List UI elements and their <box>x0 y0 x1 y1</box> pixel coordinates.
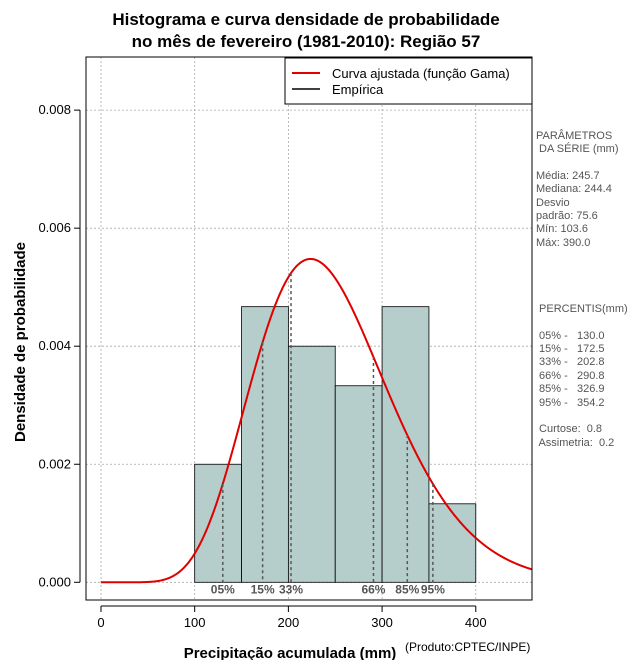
x-tick-label: 0 <box>97 615 104 630</box>
stat-desvio-2: padrão: 75.6 <box>536 210 598 223</box>
x-tick-label: 300 <box>371 615 393 630</box>
legend-empirical-label: Empírica <box>332 82 384 97</box>
histogram-bar <box>428 503 477 583</box>
legend-box <box>284 57 533 105</box>
chart-title-line2: no mês de fevereiro (1981-2010): Região … <box>132 32 481 51</box>
legend: Curva ajustada (função Gama) Empírica <box>284 57 533 105</box>
histogram-bar <box>241 306 289 583</box>
y-tick-label: 0.008 <box>38 102 71 117</box>
product-credit: (Produto:CPTEC/INPE) <box>405 640 531 654</box>
percentil-66: 66% - 290.8 <box>536 369 605 382</box>
histogram-bar <box>194 463 242 583</box>
x-tick-label: 400 <box>465 615 487 630</box>
chart-title-line1: Histograma e curva densidade de probabil… <box>112 10 499 29</box>
percentil-05: 05% - 130.0 <box>536 329 605 342</box>
percentis-title: PERCENTIS(mm) <box>536 303 628 316</box>
params-title-2: DA SÉRIE (mm) <box>536 143 619 156</box>
x-axis-label: Precipitação acumulada (mm) <box>184 645 397 660</box>
stat-media: Média: 245.7 <box>536 169 600 182</box>
x-tick-label: 100 <box>184 615 206 630</box>
stat-max: Máx: 390.0 <box>536 236 591 249</box>
percentile-label: 33% <box>279 582 303 596</box>
histogram-bars <box>194 306 477 583</box>
percentile-label: 15% <box>251 582 275 596</box>
y-tick-label: 0.002 <box>38 456 71 471</box>
histogram-bar <box>381 306 430 583</box>
stat-min: Mín: 103.6 <box>536 223 588 236</box>
y-axis-label: Densidade de probabilidade <box>12 242 29 442</box>
percentile-label: 05% <box>211 582 235 596</box>
legend-curve-label: Curva ajustada (função Gama) <box>332 66 510 81</box>
stat-desvio-1: Desvio <box>536 196 570 209</box>
percentil-33: 33% - 202.8 <box>536 356 605 369</box>
stat-curtose: Curtose: 0.8 <box>536 423 603 436</box>
y-tick-label: 0.004 <box>38 338 71 353</box>
percentile-markers: 05% 15% 33% 66% 85% 95% <box>211 273 445 596</box>
plot-frame <box>85 56 533 601</box>
x-tick-label: 200 <box>278 615 300 630</box>
histogram-bar <box>287 345 336 583</box>
fitted-curve-group <box>100 257 533 584</box>
percentile-label: 66% <box>361 582 385 596</box>
histogram-bar <box>334 385 383 583</box>
stat-assimetria: Assimetria: 0.2 <box>536 436 615 449</box>
stat-mediana: Mediana: 244.4 <box>536 183 612 196</box>
y-tick-label: 0.006 <box>38 220 71 235</box>
percentile-label: 85% <box>395 582 419 596</box>
axes: 0 100 200 300 400 0.000 0.002 0.004 0.006 0.008 <box>38 102 486 630</box>
y-tick-label: 0.000 <box>38 574 71 589</box>
percentil-15: 15% - 172.5 <box>536 343 605 356</box>
percentil-95: 95% - 354.2 <box>536 396 605 409</box>
percentile-label: 95% <box>421 582 445 596</box>
percentil-85: 85% - 326.9 <box>536 383 605 396</box>
statistics-panel: PARÂMETROS DA SÉRIE (mm) Média: 245.7 Me… <box>536 130 640 450</box>
params-title-1: PARÂMETROS <box>536 130 613 142</box>
fitted-gamma-curve <box>100 257 533 584</box>
